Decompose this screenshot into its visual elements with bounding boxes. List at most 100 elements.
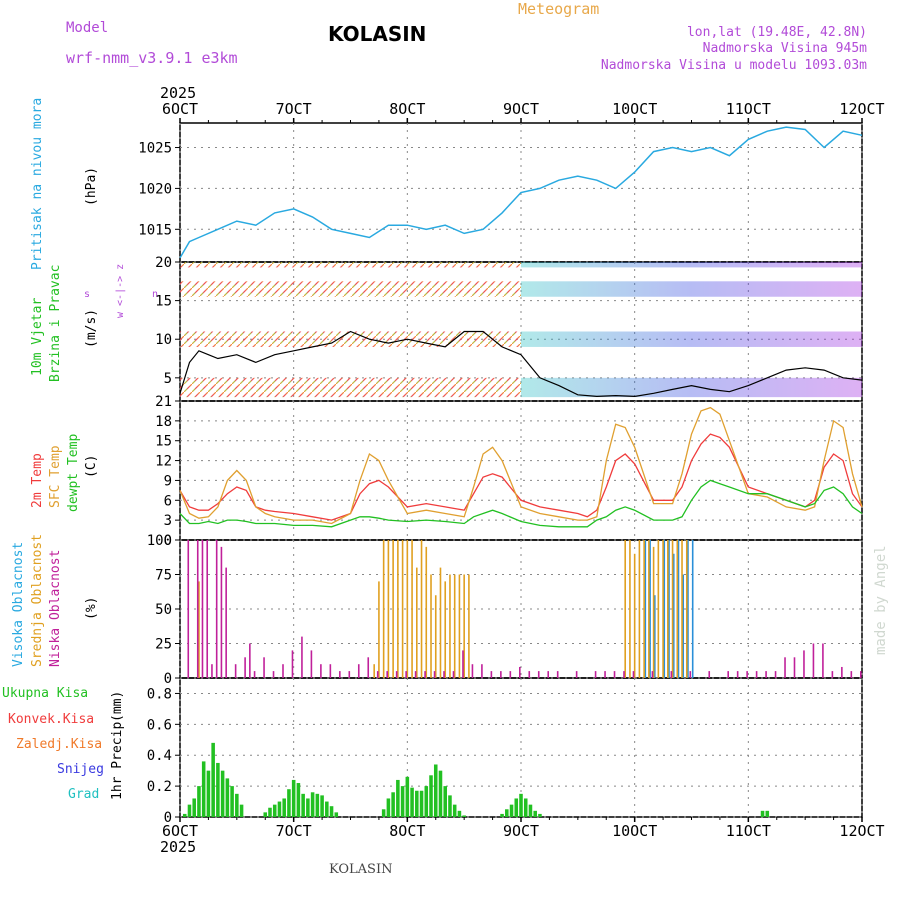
precip-bar bbox=[448, 795, 452, 817]
precip-bar bbox=[296, 783, 301, 817]
precip-bar bbox=[225, 778, 230, 817]
precip-bar bbox=[306, 798, 310, 817]
legend-snow: Snijeg bbox=[57, 762, 104, 777]
pressure-tick-label: 1025 bbox=[138, 141, 172, 157]
precip-bar bbox=[201, 761, 206, 817]
precip-bar bbox=[765, 810, 770, 817]
wind-barb-band-cool bbox=[521, 262, 862, 268]
cloud-tick-label: 100 bbox=[147, 533, 172, 549]
wind-tick-label: 10 bbox=[155, 332, 172, 348]
precip-bar bbox=[452, 804, 457, 817]
x-tick-label-bottom: 9OCT bbox=[503, 822, 539, 840]
precip-tick-label: 0.4 bbox=[147, 748, 172, 764]
precip-bar bbox=[538, 813, 542, 817]
station-elevation: Nadmorska Visina 945m bbox=[702, 41, 867, 56]
precip-bar bbox=[197, 786, 201, 817]
wind-barb-band-warm bbox=[180, 377, 521, 398]
precip-bar bbox=[429, 775, 433, 817]
precip-tick-label: 0.6 bbox=[147, 717, 172, 733]
chart-kind-title: Meteogram bbox=[518, 0, 600, 18]
cloud-tick-label: 25 bbox=[155, 637, 172, 653]
temp-tick-label: 15 bbox=[155, 434, 172, 450]
wind-barb-band-warm bbox=[180, 262, 521, 268]
cloud-tick-label: 0 bbox=[164, 671, 172, 687]
legend-conv-rain: Konvek.Kisa bbox=[8, 712, 95, 727]
x-tick-label-top: 11OCT bbox=[726, 100, 771, 118]
pressure-tick-label: 1015 bbox=[138, 222, 172, 238]
pressure-tick-label: 1020 bbox=[138, 181, 172, 197]
precip-bar bbox=[182, 813, 187, 817]
precip-bar bbox=[192, 798, 196, 817]
precip-bar bbox=[523, 798, 528, 817]
x-tick-label-bottom: 10OCT bbox=[612, 822, 657, 840]
precip-bar bbox=[462, 815, 466, 817]
precip-bar bbox=[206, 770, 211, 817]
cloud-tick-label: 50 bbox=[155, 602, 172, 618]
x-tick-label-bottom: 7OCT bbox=[276, 822, 312, 840]
wind-barb-band-cool bbox=[521, 331, 862, 347]
wind-barb-band-cool bbox=[521, 377, 862, 398]
precip-bar bbox=[533, 810, 537, 817]
precip-bar bbox=[282, 798, 286, 817]
wind-tick-label: 20 bbox=[155, 255, 172, 271]
x-tick-label-top: 10OCT bbox=[612, 100, 657, 118]
precip-bar bbox=[230, 786, 234, 817]
precip-tick-label: 0.2 bbox=[147, 779, 172, 795]
precip-tick-label: 0 bbox=[164, 810, 172, 826]
temp-tick-label: 6 bbox=[164, 493, 172, 509]
wind-barb-band-warm bbox=[180, 331, 521, 347]
x-tick-label-bottom: 8OCT bbox=[389, 822, 425, 840]
precip-bar bbox=[400, 786, 405, 817]
precip-bar bbox=[509, 804, 514, 817]
precip-bar bbox=[457, 810, 462, 817]
x-tick-label-top: 8OCT bbox=[389, 100, 425, 118]
precip-bar bbox=[220, 770, 225, 817]
legend-total-rain: Ukupna Kisa bbox=[2, 686, 89, 701]
model-label: Model bbox=[66, 20, 109, 36]
precip-bar bbox=[334, 812, 339, 817]
precip-bar bbox=[519, 793, 523, 817]
wind-tick-label: 15 bbox=[155, 294, 172, 310]
cloud-tick-label: 75 bbox=[155, 568, 172, 584]
wind-barb-band-warm bbox=[180, 281, 521, 297]
precip-tick-label: 0.8 bbox=[147, 686, 172, 702]
x-tick-label-bottom: 11OCT bbox=[726, 822, 771, 840]
temp-tick-label: 12 bbox=[155, 454, 172, 470]
precip-bar bbox=[268, 807, 272, 817]
wind-barb-band-cool bbox=[521, 281, 862, 297]
temp-tick-label: 0 bbox=[164, 533, 172, 549]
precip-bar bbox=[396, 779, 400, 817]
precip-bar bbox=[272, 804, 277, 817]
precip-bar bbox=[500, 813, 504, 817]
cloud-frame bbox=[179, 539, 863, 679]
precip-bar bbox=[310, 792, 315, 817]
temp-tick-label: 18 bbox=[155, 414, 172, 430]
precip-bar bbox=[263, 812, 268, 817]
temp-dew-line bbox=[179, 479, 863, 528]
precip-bar bbox=[505, 809, 509, 817]
model-elevation: Nadmorska Visina u modelu 1093.03m bbox=[600, 58, 867, 73]
year-top: 2025 bbox=[160, 84, 197, 102]
precip-bar bbox=[405, 776, 410, 817]
legend-hail: Grad bbox=[68, 787, 100, 802]
precip-bar bbox=[391, 792, 395, 817]
precip-bar bbox=[329, 806, 334, 817]
precip-bar bbox=[381, 809, 386, 817]
station-title: KOLASIN bbox=[328, 22, 427, 46]
temp-tick-label: 3 bbox=[164, 513, 172, 529]
precip-bar bbox=[325, 801, 329, 817]
temp-2m-line bbox=[179, 433, 863, 521]
x-tick-label-top: 7OCT bbox=[276, 100, 312, 118]
wind-compass-n: n bbox=[152, 289, 159, 300]
precip-bar bbox=[438, 770, 443, 817]
model-name: wrf-nmm_v3.9.1 e3km bbox=[66, 49, 238, 67]
precip-bar bbox=[320, 795, 324, 817]
precip-bar bbox=[239, 804, 244, 817]
precip-bar bbox=[235, 793, 239, 817]
wind-compass-s: s bbox=[84, 289, 91, 300]
temp-tick-label: 9 bbox=[164, 473, 172, 489]
precip-bar bbox=[415, 790, 419, 817]
pressure-line bbox=[179, 126, 863, 259]
precip-bar bbox=[187, 804, 192, 817]
